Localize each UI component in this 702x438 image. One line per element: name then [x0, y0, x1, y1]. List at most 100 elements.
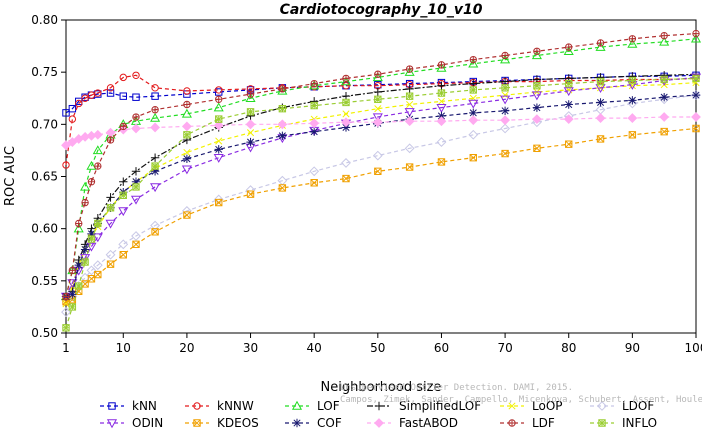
legend-item-odin: ODIN: [100, 416, 163, 430]
data-point: [151, 228, 159, 236]
legend-label: LDOF: [622, 399, 654, 413]
data-point: [245, 119, 256, 130]
data-point: [246, 137, 255, 147]
data-point: [692, 74, 700, 83]
data-point: [119, 122, 127, 131]
legend-label: kNN: [132, 399, 157, 413]
legend-label: ODIN: [132, 416, 163, 430]
data-point: [310, 101, 318, 110]
data-point: [563, 46, 574, 55]
data-point: [62, 109, 70, 117]
data-point: [215, 86, 223, 94]
data-point: [105, 219, 116, 229]
x-tick-label: 60: [434, 341, 449, 355]
data-point: [500, 115, 510, 126]
data-point: [181, 108, 192, 118]
data-point: [374, 95, 382, 103]
legend-label: INFLO: [622, 416, 657, 430]
data-point: [246, 190, 255, 198]
series-inflo: [62, 74, 700, 332]
data-point: [92, 145, 103, 155]
legend-item-lof: LOF: [285, 399, 340, 413]
data-point: [131, 231, 141, 241]
legend-marker: [108, 402, 116, 410]
y-tick-label: 0.50: [31, 326, 58, 340]
data-point: [278, 85, 287, 93]
data-point: [660, 32, 668, 40]
data-point: [61, 140, 71, 151]
legend-item-cof: COF: [285, 416, 342, 430]
data-point: [372, 150, 383, 161]
data-point: [692, 29, 700, 38]
x-tick-label: 100: [685, 341, 702, 355]
data-point: [92, 233, 103, 243]
data-point: [531, 91, 542, 101]
legend-label: SimplifiedLOF: [399, 399, 481, 413]
legend-marker: [193, 419, 201, 427]
data-point: [532, 103, 542, 112]
data-point: [118, 207, 129, 217]
data-point: [151, 106, 159, 114]
legend-item-knn: kNN: [100, 399, 157, 413]
data-point: [436, 116, 447, 127]
data-point: [533, 47, 541, 55]
data-point: [690, 33, 702, 43]
data-point: [565, 140, 573, 148]
data-point: [68, 104, 77, 113]
data-point: [86, 160, 97, 170]
data-point: [501, 84, 509, 92]
data-point: [119, 177, 128, 186]
data-point: [106, 136, 115, 144]
legend-marker: [291, 400, 303, 410]
data-point: [132, 93, 140, 101]
data-point: [595, 41, 606, 51]
data-point: [182, 154, 192, 163]
x-tick-label: 90: [625, 341, 640, 355]
chart-title: Cardiotocography_10_v10: [280, 2, 483, 18]
watermark: Unsupervised Outlier Detection. DAMI, 20…: [340, 382, 702, 406]
data-point: [405, 92, 414, 100]
data-point: [277, 85, 288, 95]
data-point: [105, 249, 116, 260]
data-point: [374, 70, 382, 78]
data-point: [214, 145, 223, 154]
legend-item-fastabod: FastABOD: [367, 416, 458, 430]
data-point: [533, 82, 541, 90]
data-point: [183, 131, 191, 139]
data-point: [374, 105, 382, 113]
data-point: [309, 118, 320, 129]
data-point: [132, 71, 140, 79]
legend-marker: [292, 418, 302, 428]
legend-item-loop: LoOP: [500, 399, 563, 413]
series-line: [65, 74, 697, 114]
data-point: [119, 73, 127, 82]
y-tick-label: 0.55: [31, 274, 58, 288]
data-point: [132, 113, 140, 121]
data-point: [469, 56, 477, 64]
data-point: [437, 61, 446, 69]
data-point: [500, 54, 511, 64]
data-point: [87, 178, 96, 186]
data-point: [132, 183, 140, 191]
series-line: [65, 77, 697, 328]
data-point: [437, 89, 446, 97]
data-point: [68, 115, 77, 123]
data-point: [596, 77, 605, 86]
data-point: [404, 116, 415, 127]
data-point: [87, 235, 96, 243]
data-point: [628, 35, 637, 43]
data-point: [213, 194, 224, 205]
data-point: [310, 179, 318, 187]
data-point: [596, 135, 605, 143]
y-tick-label: 0.80: [31, 13, 58, 27]
data-point: [468, 129, 479, 140]
data-point: [500, 123, 510, 134]
data-point: [341, 117, 351, 128]
data-point: [500, 106, 510, 115]
data-point: [150, 112, 161, 122]
series-line: [65, 76, 697, 297]
series-line: [65, 127, 697, 303]
series-ldf: [62, 29, 700, 301]
data-point: [68, 290, 77, 299]
